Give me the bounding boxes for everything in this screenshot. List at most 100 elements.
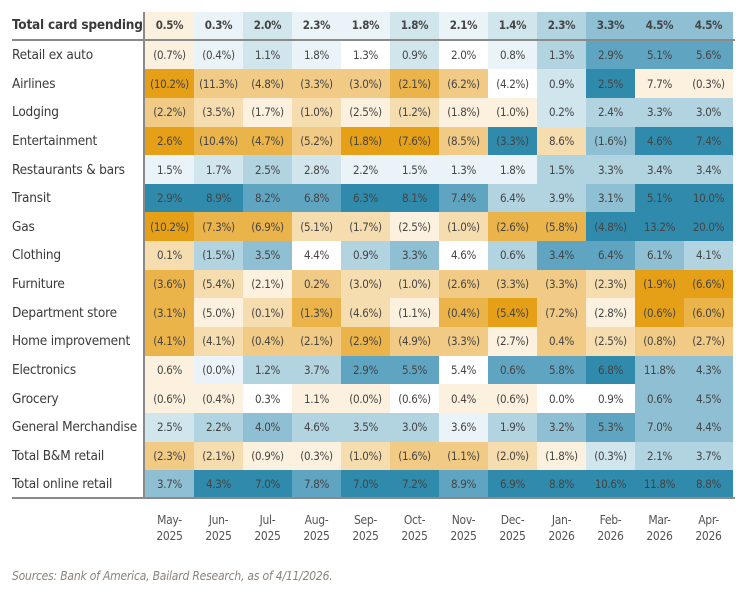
table-row: Retail ex auto (0.7%) (0.4%) 1.1% 1.8% 1.3% 0.… bbox=[12, 40, 735, 70]
heatmap-cell: 7.0% bbox=[243, 470, 292, 497]
heatmap-cell: 1.8% bbox=[341, 12, 390, 39]
heatmap-cell: 2.4% bbox=[586, 97, 635, 127]
tick-month: Apr- bbox=[698, 513, 719, 527]
heatmap-cell: (4.1%) bbox=[145, 327, 194, 356]
heatmap-cell: 3.7% bbox=[292, 355, 341, 385]
heatmap-cell: (0.3%) bbox=[586, 441, 635, 471]
heatmap-table: Total card spending 0.5% 0.3% 2.0% 2.3% 1.8% 1… bbox=[12, 12, 735, 499]
heatmap-cell: 6.8% bbox=[292, 183, 341, 213]
table-row: Airlines (10.2%) (11.3%) (4.8%) (3.3%) (3.0%)… bbox=[12, 69, 735, 98]
heatmap-cell: 7.7% bbox=[635, 69, 684, 98]
heatmap-cell: (6.2%) bbox=[439, 69, 488, 98]
heatmap-cell: 1.3% bbox=[537, 40, 586, 70]
heatmap-cell: (3.3%) bbox=[292, 69, 341, 98]
heatmap-cell: 8.9% bbox=[439, 470, 488, 497]
heatmap-cell: 2.3% bbox=[537, 12, 586, 39]
heatmap-cell: 4.6% bbox=[292, 412, 341, 442]
tick-month: Oct- bbox=[403, 513, 426, 527]
heatmap-cell: (10.4%) bbox=[194, 126, 243, 156]
heatmap-cell: (3.5%) bbox=[194, 97, 243, 127]
heatmap-cell: (5.0%) bbox=[194, 298, 243, 328]
heatmap-cell: (2.9%) bbox=[341, 327, 390, 356]
row-label: Furniture bbox=[12, 269, 145, 299]
table-row: General Merchandise 2.5% 2.2% 4.0% 4.6% 3.5% 3… bbox=[12, 412, 735, 442]
tick-month: Mar- bbox=[648, 513, 671, 527]
heatmap-cell: 7.0% bbox=[635, 412, 684, 442]
heatmap-cell: 6.9% bbox=[488, 470, 537, 497]
heatmap-cell: (1.7%) bbox=[243, 97, 292, 127]
heatmap-cell: (1.5%) bbox=[194, 241, 243, 270]
table-row: Gas (10.2%) (7.3%) (6.9%) (5.1%) (1.7%) (2.5%)… bbox=[12, 212, 735, 242]
heatmap-cell: (5.1%) bbox=[292, 212, 341, 242]
heatmap-cell: 8.8% bbox=[684, 470, 733, 497]
table-row: Total B&M retail (2.3%) (2.1%) (0.9%) (0.3%)… bbox=[12, 441, 735, 471]
heatmap-cell: 2.5% bbox=[586, 69, 635, 98]
x-axis: May- 2025 Jun- 2025 Jul- 2025 Aug- 2025 Sep- 2025… bbox=[145, 512, 733, 544]
heatmap-cell: 0.6% bbox=[488, 241, 537, 270]
heatmap-cell: (10.2%) bbox=[145, 212, 194, 242]
heatmap-cell: (7.6%) bbox=[390, 126, 439, 156]
heatmap-cell: (2.0%) bbox=[488, 441, 537, 471]
heatmap-cell: 20.0% bbox=[684, 212, 733, 242]
heatmap-cell: (6.9%) bbox=[243, 212, 292, 242]
heatmap-cell: 7.2% bbox=[390, 470, 439, 497]
heatmap-cell: (2.1%) bbox=[243, 269, 292, 299]
heatmap-cell: 1.1% bbox=[292, 384, 341, 413]
heatmap-cell: (5.4%) bbox=[488, 298, 537, 328]
heatmap-cell: 2.1% bbox=[635, 441, 684, 471]
heatmap-cell: 0.3% bbox=[194, 12, 243, 39]
heatmap-cell: (2.5%) bbox=[341, 97, 390, 127]
heatmap-cell: 1.1% bbox=[243, 40, 292, 70]
heatmap-cell: (0.6%) bbox=[635, 298, 684, 328]
heatmap-cell: (1.0%) bbox=[488, 97, 537, 127]
row-label: Airlines bbox=[12, 69, 145, 98]
heatmap-cell: 1.7% bbox=[194, 155, 243, 184]
source-note: Sources: Bank of America, Bailard Resear… bbox=[12, 569, 333, 583]
heatmap-cell: (0.3%) bbox=[684, 69, 733, 98]
heatmap-cell: (2.1%) bbox=[194, 441, 243, 471]
heatmap-cell: 0.6% bbox=[635, 384, 684, 413]
row-label: Department store bbox=[12, 298, 145, 328]
heatmap-cell: (2.3%) bbox=[586, 269, 635, 299]
heatmap-cell: 3.3% bbox=[635, 97, 684, 127]
heatmap-cell: 3.9% bbox=[537, 183, 586, 213]
table-row: Lodging (2.2%) (3.5%) (1.7%) (1.0%) (2.5%) (1.… bbox=[12, 97, 735, 127]
heatmap-cell: (0.9%) bbox=[243, 441, 292, 471]
heatmap-cell: 5.5% bbox=[390, 355, 439, 385]
heatmap-cell: 11.8% bbox=[635, 355, 684, 385]
x-tick-label: Sep- 2025 bbox=[341, 512, 390, 544]
heatmap-cell: (7.3%) bbox=[194, 212, 243, 242]
heatmap-cell: 0.9% bbox=[341, 241, 390, 270]
heatmap-cell: (0.6%) bbox=[488, 384, 537, 413]
tick-year: 2025 bbox=[499, 529, 526, 543]
heatmap-cell: (4.8%) bbox=[243, 69, 292, 98]
heatmap-cell: (4.6%) bbox=[341, 298, 390, 328]
heatmap-cell: (0.4%) bbox=[243, 327, 292, 356]
heatmap-cell: (0.1%) bbox=[243, 298, 292, 328]
heatmap-cell: 4.3% bbox=[194, 470, 243, 497]
x-tick-label: Apr- 2026 bbox=[684, 512, 733, 544]
heatmap-cell: 1.8% bbox=[488, 155, 537, 184]
heatmap-cell: (4.1%) bbox=[194, 327, 243, 356]
tick-year: 2026 bbox=[646, 529, 673, 543]
tick-month: Nov- bbox=[451, 513, 476, 527]
heatmap-cell: (11.3%) bbox=[194, 69, 243, 98]
x-tick-label: Jul- 2025 bbox=[243, 512, 292, 544]
heatmap-cell: (0.6%) bbox=[145, 384, 194, 413]
heatmap-cell: 2.3% bbox=[292, 12, 341, 39]
heatmap-cell: (0.3%) bbox=[292, 441, 341, 471]
tick-month: May- bbox=[157, 513, 182, 527]
x-tick-label: Jun- 2025 bbox=[194, 512, 243, 544]
heatmap-cell: (7.2%) bbox=[537, 298, 586, 328]
heatmap-cell: (1.0%) bbox=[390, 269, 439, 299]
heatmap-cell: 13.2% bbox=[635, 212, 684, 242]
heatmap-cell: (2.5%) bbox=[586, 327, 635, 356]
heatmap-cell: (1.9%) bbox=[635, 269, 684, 299]
x-tick-label: Aug- 2025 bbox=[292, 512, 341, 544]
heatmap-cell: 2.9% bbox=[341, 355, 390, 385]
table-row: Restaurants & bars 1.5% 1.7% 2.5% 2.8% 2.2% 1.… bbox=[12, 155, 735, 184]
heatmap-cell: (4.9%) bbox=[390, 327, 439, 356]
heatmap-cell: (1.8%) bbox=[439, 97, 488, 127]
heatmap-cell: 0.3% bbox=[243, 384, 292, 413]
heatmap-cell: 6.1% bbox=[635, 241, 684, 270]
